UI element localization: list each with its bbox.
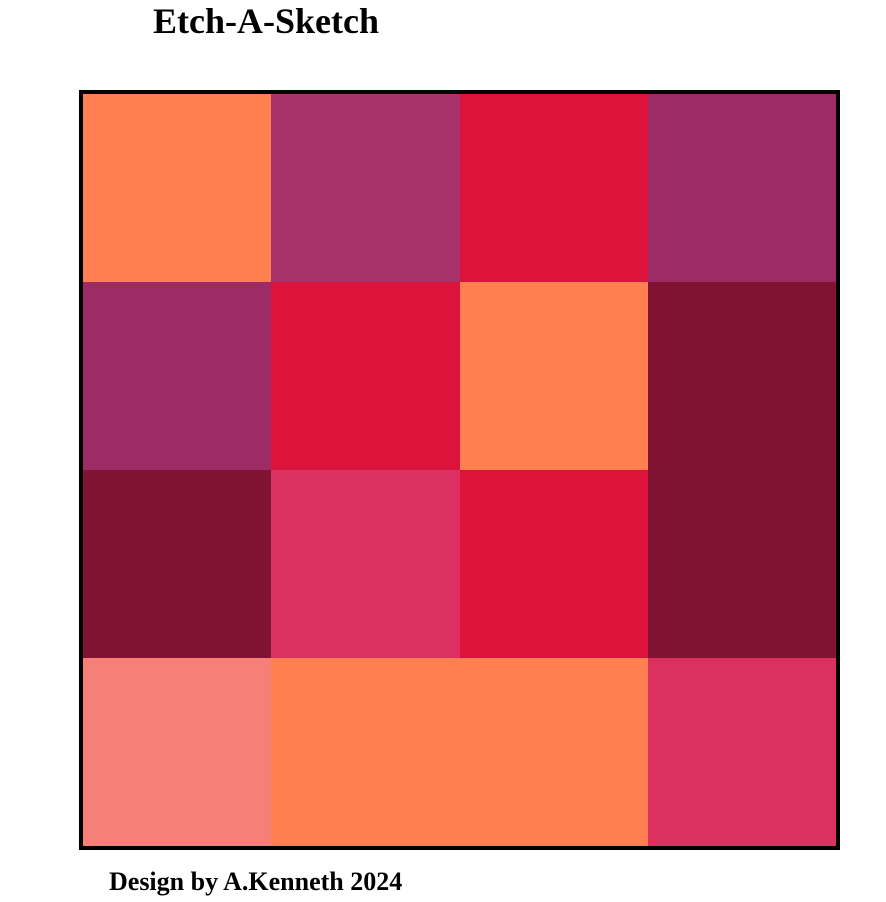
grid-cell[interactable]	[271, 94, 460, 282]
grid-cell[interactable]	[647, 658, 836, 846]
grid-cell[interactable]	[83, 470, 272, 658]
sketch-grid[interactable]	[79, 90, 840, 850]
grid-cell[interactable]	[459, 470, 648, 658]
grid-cell[interactable]	[271, 282, 460, 470]
grid-cell[interactable]	[83, 94, 272, 282]
grid-cell[interactable]	[83, 282, 272, 470]
page-title: Etch-A-Sketch	[153, 1, 379, 41]
grid-cell[interactable]	[459, 282, 648, 470]
grid-cell[interactable]	[647, 282, 836, 470]
grid-cell[interactable]	[459, 658, 648, 846]
grid-cell[interactable]	[647, 470, 836, 658]
grid-cell[interactable]	[459, 94, 648, 282]
grid-cell[interactable]	[271, 470, 460, 658]
grid-cell[interactable]	[647, 94, 836, 282]
footer-credit: Design by A.Kenneth 2024	[109, 867, 403, 896]
grid-cell[interactable]	[83, 658, 272, 846]
grid-cell[interactable]	[271, 658, 460, 846]
